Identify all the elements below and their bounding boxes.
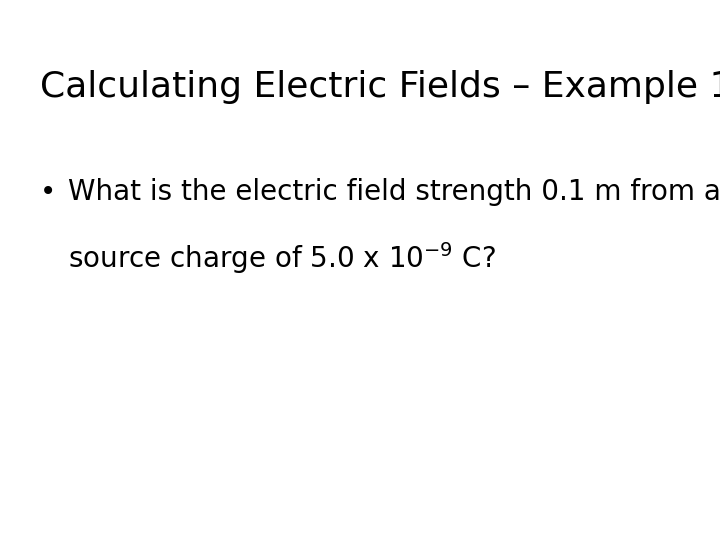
Text: source charge of 5.0 x $\mathregular{10^{-9}}$ C?: source charge of 5.0 x $\mathregular{10^… (68, 240, 497, 276)
Text: •: • (40, 178, 56, 206)
Text: Calculating Electric Fields – Example 1: Calculating Electric Fields – Example 1 (40, 70, 720, 104)
Text: What is the electric field strength 0.1 m from a: What is the electric field strength 0.1 … (68, 178, 720, 206)
